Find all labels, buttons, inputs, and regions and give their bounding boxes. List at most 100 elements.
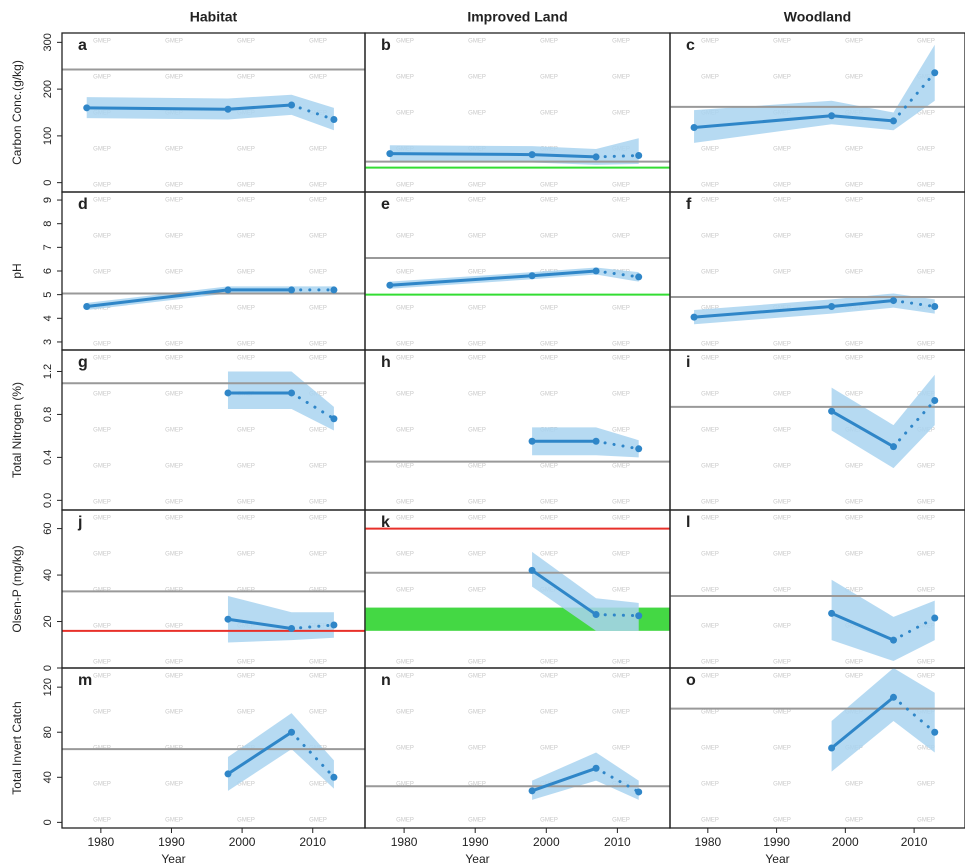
x-axis-label: Year xyxy=(465,852,489,866)
y-tick-label: 60 xyxy=(42,522,54,534)
watermark: GMEP xyxy=(845,147,863,153)
data-point xyxy=(528,787,536,795)
watermark: GMEP xyxy=(917,500,935,506)
watermark: GMEP xyxy=(309,39,327,45)
panel-plot: GMEP GMEP GMEP GMEP GMEP GMEP GMEP GMEP GMEP GMEP… xyxy=(670,198,965,348)
y-axis-label: Olsen-P (mg/kg) xyxy=(10,545,24,632)
watermark: GMEP xyxy=(396,111,414,117)
confidence-band xyxy=(227,595,334,643)
watermark: GMEP xyxy=(237,660,255,666)
panel-plot: GMEP GMEP GMEP GMEP GMEP GMEP GMEP GMEP GMEP GMEP… xyxy=(365,198,670,348)
data-point xyxy=(828,744,836,752)
data-point xyxy=(931,614,939,622)
y-tick-label: 5 xyxy=(42,292,54,298)
watermark: GMEP xyxy=(612,746,630,752)
watermark: GMEP xyxy=(701,660,719,666)
watermark: GMEP xyxy=(396,710,414,716)
data-point xyxy=(288,101,296,109)
watermark: GMEP xyxy=(396,464,414,470)
watermark: GMEP xyxy=(468,198,486,204)
panel-plot: GMEP GMEP GMEP GMEP GMEP GMEP GMEP GMEP GMEP GMEP… xyxy=(365,516,670,666)
watermark: GMEP xyxy=(309,356,327,362)
watermark: GMEP xyxy=(93,234,111,240)
watermark: GMEP xyxy=(701,782,719,788)
watermark: GMEP xyxy=(773,464,791,470)
watermark: GMEP xyxy=(701,392,719,398)
watermark: GMEP xyxy=(93,464,111,470)
data-point xyxy=(635,152,643,160)
watermark: GMEP xyxy=(93,342,111,348)
watermark: GMEP xyxy=(773,818,791,824)
watermark: GMEP xyxy=(917,660,935,666)
confidence-band xyxy=(532,551,639,631)
watermark: GMEP xyxy=(165,75,183,81)
watermark: GMEP xyxy=(612,588,630,594)
panel-label: c xyxy=(686,37,695,54)
line-segment xyxy=(594,613,641,618)
data-point xyxy=(889,443,897,451)
line-segment xyxy=(290,103,336,122)
watermark: GMEP xyxy=(237,270,255,276)
watermark: GMEP xyxy=(917,356,935,362)
watermark: GMEP xyxy=(237,516,255,522)
watermark: GMEP xyxy=(917,464,935,470)
watermark: GMEP xyxy=(917,111,935,117)
watermark: GMEP xyxy=(396,39,414,45)
watermark: GMEP xyxy=(917,183,935,189)
watermark: GMEP xyxy=(917,198,935,204)
panel-plot: GMEP GMEP GMEP GMEP GMEP GMEP GMEP GMEP GMEP GMEP… xyxy=(670,356,965,506)
line-segment xyxy=(226,730,294,776)
watermark: GMEP xyxy=(165,306,183,312)
watermark: GMEP xyxy=(468,674,486,680)
panel-label: g xyxy=(78,354,88,371)
watermark: GMEP xyxy=(165,39,183,45)
watermark: GMEP xyxy=(612,356,630,362)
watermark: GMEP xyxy=(701,464,719,470)
panel-label: k xyxy=(381,514,390,531)
confidence-band xyxy=(389,138,639,165)
x-tick-label: 1980 xyxy=(694,835,721,849)
watermark: GMEP xyxy=(468,111,486,117)
watermark: GMEP xyxy=(396,674,414,680)
watermark: GMEP xyxy=(773,660,791,666)
watermark: GMEP xyxy=(773,588,791,594)
watermark: GMEP xyxy=(237,710,255,716)
watermark: GMEP xyxy=(612,710,630,716)
watermark: GMEP xyxy=(165,270,183,276)
watermark: GMEP xyxy=(396,342,414,348)
watermark: GMEP xyxy=(468,392,486,398)
watermark: GMEP xyxy=(165,660,183,666)
watermark: GMEP xyxy=(468,39,486,45)
watermark: GMEP xyxy=(468,552,486,558)
watermark: GMEP xyxy=(845,356,863,362)
watermark: GMEP xyxy=(540,75,558,81)
column-title: Woodland xyxy=(784,9,851,25)
watermark: GMEP xyxy=(396,356,414,362)
watermark: GMEP xyxy=(237,39,255,45)
line-segment xyxy=(830,409,895,449)
watermark: GMEP xyxy=(93,39,111,45)
watermark: GMEP xyxy=(93,428,111,434)
watermark: GMEP xyxy=(468,710,486,716)
watermark: GMEP xyxy=(165,782,183,788)
data-point xyxy=(592,267,600,275)
panel-label: f xyxy=(686,196,692,213)
y-tick-label: 1.2 xyxy=(42,364,54,379)
watermark: GMEP xyxy=(237,183,255,189)
watermark: GMEP xyxy=(540,234,558,240)
watermark: GMEP xyxy=(468,588,486,594)
watermark: GMEP xyxy=(93,660,111,666)
data-point xyxy=(224,770,232,778)
watermark: GMEP xyxy=(93,782,111,788)
panel-label: h xyxy=(381,354,391,371)
panel-plot: GMEP GMEP GMEP GMEP GMEP GMEP GMEP GMEP GMEP GMEP… xyxy=(365,356,670,506)
watermark: GMEP xyxy=(917,552,935,558)
data-point xyxy=(386,281,394,289)
data-point xyxy=(224,389,232,397)
data-point xyxy=(931,396,939,404)
watermark: GMEP xyxy=(540,674,558,680)
watermark: GMEP xyxy=(773,75,791,81)
watermark: GMEP xyxy=(93,356,111,362)
watermark: GMEP xyxy=(93,674,111,680)
data-point xyxy=(635,612,643,620)
